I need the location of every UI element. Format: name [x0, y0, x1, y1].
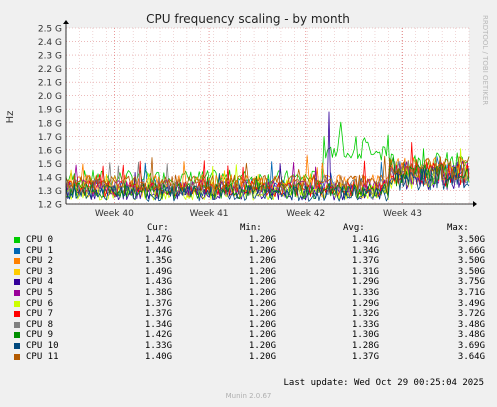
rrdtool-watermark: RRDTOOL / TOBI OETIKER	[481, 15, 489, 105]
y-tick-label: 2.0 G	[38, 92, 62, 102]
chart-title: CPU frequency scaling - by month	[146, 12, 350, 26]
x-tick-label: Week 42	[286, 209, 325, 219]
series-lines	[65, 111, 470, 202]
y-tick-label: 2.5 G	[38, 25, 62, 35]
axes	[63, 20, 477, 207]
y-tick-label: 1.4 G	[38, 173, 62, 183]
x-tick-label: Week 43	[383, 209, 422, 219]
x-tick-labels: Week 40 Week 41 Week 42 Week 43	[95, 209, 422, 219]
y-tick-label: 2.2 G	[38, 65, 62, 75]
grid	[65, 27, 470, 205]
y-tick-label: 1.6 G	[38, 146, 62, 156]
y-tick-label: 1.8 G	[38, 119, 62, 129]
y-tick-labels: 1.2 G 1.3 G 1.4 G 1.5 G 1.6 G 1.7 G 1.8 G 1.9 G…	[38, 25, 62, 211]
y-tick-label: 1.2 G	[38, 201, 62, 211]
x-tick-label: Week 41	[190, 209, 229, 219]
series-line-cpu-10	[65, 166, 470, 202]
y-tick-label: 2.4 G	[38, 38, 62, 48]
y-tick-label: 1.7 G	[38, 133, 62, 143]
series-line-cpu-11	[65, 155, 470, 192]
x-tick-label: Week 40	[95, 209, 134, 219]
y-tick-label: 1.9 G	[38, 106, 62, 116]
y-tick-label: 2.1 G	[38, 79, 62, 89]
y-axis-label: Hz	[5, 111, 16, 124]
x-axis-arrow	[473, 201, 477, 207]
y-tick-label: 2.3 G	[38, 52, 62, 62]
y-tick-label: 1.5 G	[38, 160, 62, 170]
y-tick-label: 1.3 G	[38, 187, 62, 197]
y-axis-arrow	[63, 20, 69, 24]
